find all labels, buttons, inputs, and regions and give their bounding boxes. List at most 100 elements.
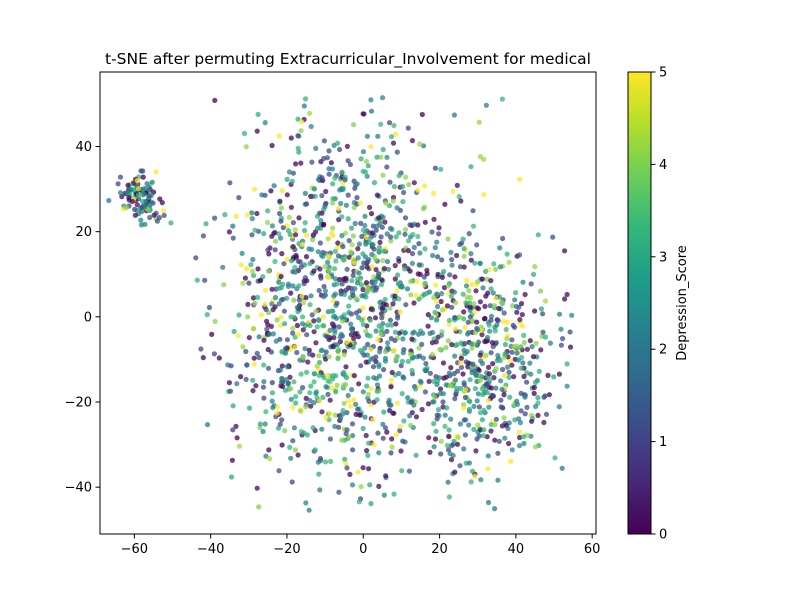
scatter-point [357, 412, 363, 418]
scatter-point [117, 174, 124, 180]
scatter-point [398, 448, 404, 454]
scatter-point [535, 412, 541, 418]
scatter-point [262, 421, 268, 427]
scatter-point [287, 444, 293, 450]
scatter-point [378, 311, 384, 317]
scatter-point [517, 434, 523, 441]
scatter-point [419, 406, 425, 413]
scatter-point [351, 178, 357, 184]
y-tick-label: 40 [75, 140, 92, 155]
scatter-point [304, 201, 310, 207]
scatter-point [493, 366, 499, 372]
scatter-point [368, 144, 374, 150]
scatter-point [500, 366, 506, 373]
scatter-point [370, 364, 377, 370]
scatter-point [517, 176, 523, 182]
scatter-point [502, 341, 508, 348]
scatter-point [393, 356, 399, 362]
scatter-point [302, 220, 308, 226]
scatter-point [392, 293, 398, 299]
scatter-point [275, 404, 281, 410]
scatter-point [462, 340, 468, 347]
scatter-point [377, 373, 383, 379]
scatter-point [514, 309, 520, 315]
scatter-point [368, 211, 375, 217]
scatter-point [318, 275, 324, 281]
scatter-point [262, 301, 268, 307]
scatter-point [283, 350, 289, 356]
scatter-point [341, 369, 347, 375]
scatter-point [151, 212, 157, 218]
scatter-point [417, 141, 423, 147]
scatter-point [331, 142, 337, 148]
scatter-point [360, 251, 366, 257]
scatter-point [338, 291, 344, 297]
scatter-point [448, 365, 454, 371]
scatter-point [533, 403, 539, 410]
scatter-point [431, 378, 437, 384]
scatter-point [139, 208, 145, 215]
scatter-point [451, 289, 457, 295]
scatter-point [250, 256, 256, 263]
scatter-point [256, 504, 262, 510]
scatter-point [290, 283, 296, 289]
scatter-point [445, 283, 451, 289]
scatter-point [467, 300, 473, 306]
scatter-point [439, 307, 446, 313]
scatter-point [387, 234, 394, 240]
scatter-point [408, 422, 414, 429]
scatter-point [371, 375, 377, 381]
scatter-point [425, 401, 432, 407]
scatter-point [461, 309, 467, 315]
scatter-point [477, 352, 483, 358]
scatter-point [258, 312, 264, 318]
scatter-point [409, 251, 416, 257]
scatter-point [337, 276, 343, 283]
scatter-point [349, 278, 355, 284]
scatter-point [252, 227, 258, 233]
scatter-point [339, 169, 345, 175]
scatter-point [481, 192, 487, 198]
scatter-point [538, 347, 544, 353]
scatter-point [132, 212, 138, 218]
scatter-point [249, 268, 256, 274]
scatter-point [506, 259, 512, 265]
scatter-point [370, 417, 376, 423]
scatter-point [392, 329, 398, 335]
scatter-point [370, 307, 376, 313]
scatter-point [405, 248, 411, 254]
scatter-point [567, 329, 573, 335]
scatter-point [331, 293, 337, 299]
scatter-point [281, 308, 287, 314]
scatter-point [272, 238, 279, 244]
scatter-point [564, 291, 570, 298]
scatter-point [245, 212, 251, 218]
scatter-point [386, 120, 393, 126]
scatter-point [396, 296, 402, 302]
scatter-point [333, 389, 339, 395]
scatter-point [456, 194, 462, 200]
scatter-point [524, 346, 531, 352]
scatter-point [222, 212, 228, 218]
scatter-point [379, 305, 386, 311]
scatter-point [515, 357, 521, 363]
scatter-point [363, 359, 369, 365]
scatter-point [316, 287, 322, 294]
scatter-point [303, 254, 310, 260]
scatter-point [115, 181, 121, 187]
scatter-point [296, 215, 302, 221]
scatter-point [532, 264, 538, 270]
scatter-point [462, 350, 468, 357]
scatter-point [447, 383, 453, 389]
scatter-point [200, 233, 206, 239]
scatter-point [485, 397, 491, 403]
scatter-point [290, 438, 296, 444]
scatter-point [512, 297, 518, 303]
scatter-point [367, 482, 373, 488]
scatter-point [450, 188, 456, 194]
scatter-point [368, 346, 374, 353]
scatter-point [532, 444, 539, 450]
scatter-point [373, 227, 379, 233]
scatter-point [254, 128, 260, 134]
scatter-point [246, 335, 252, 341]
